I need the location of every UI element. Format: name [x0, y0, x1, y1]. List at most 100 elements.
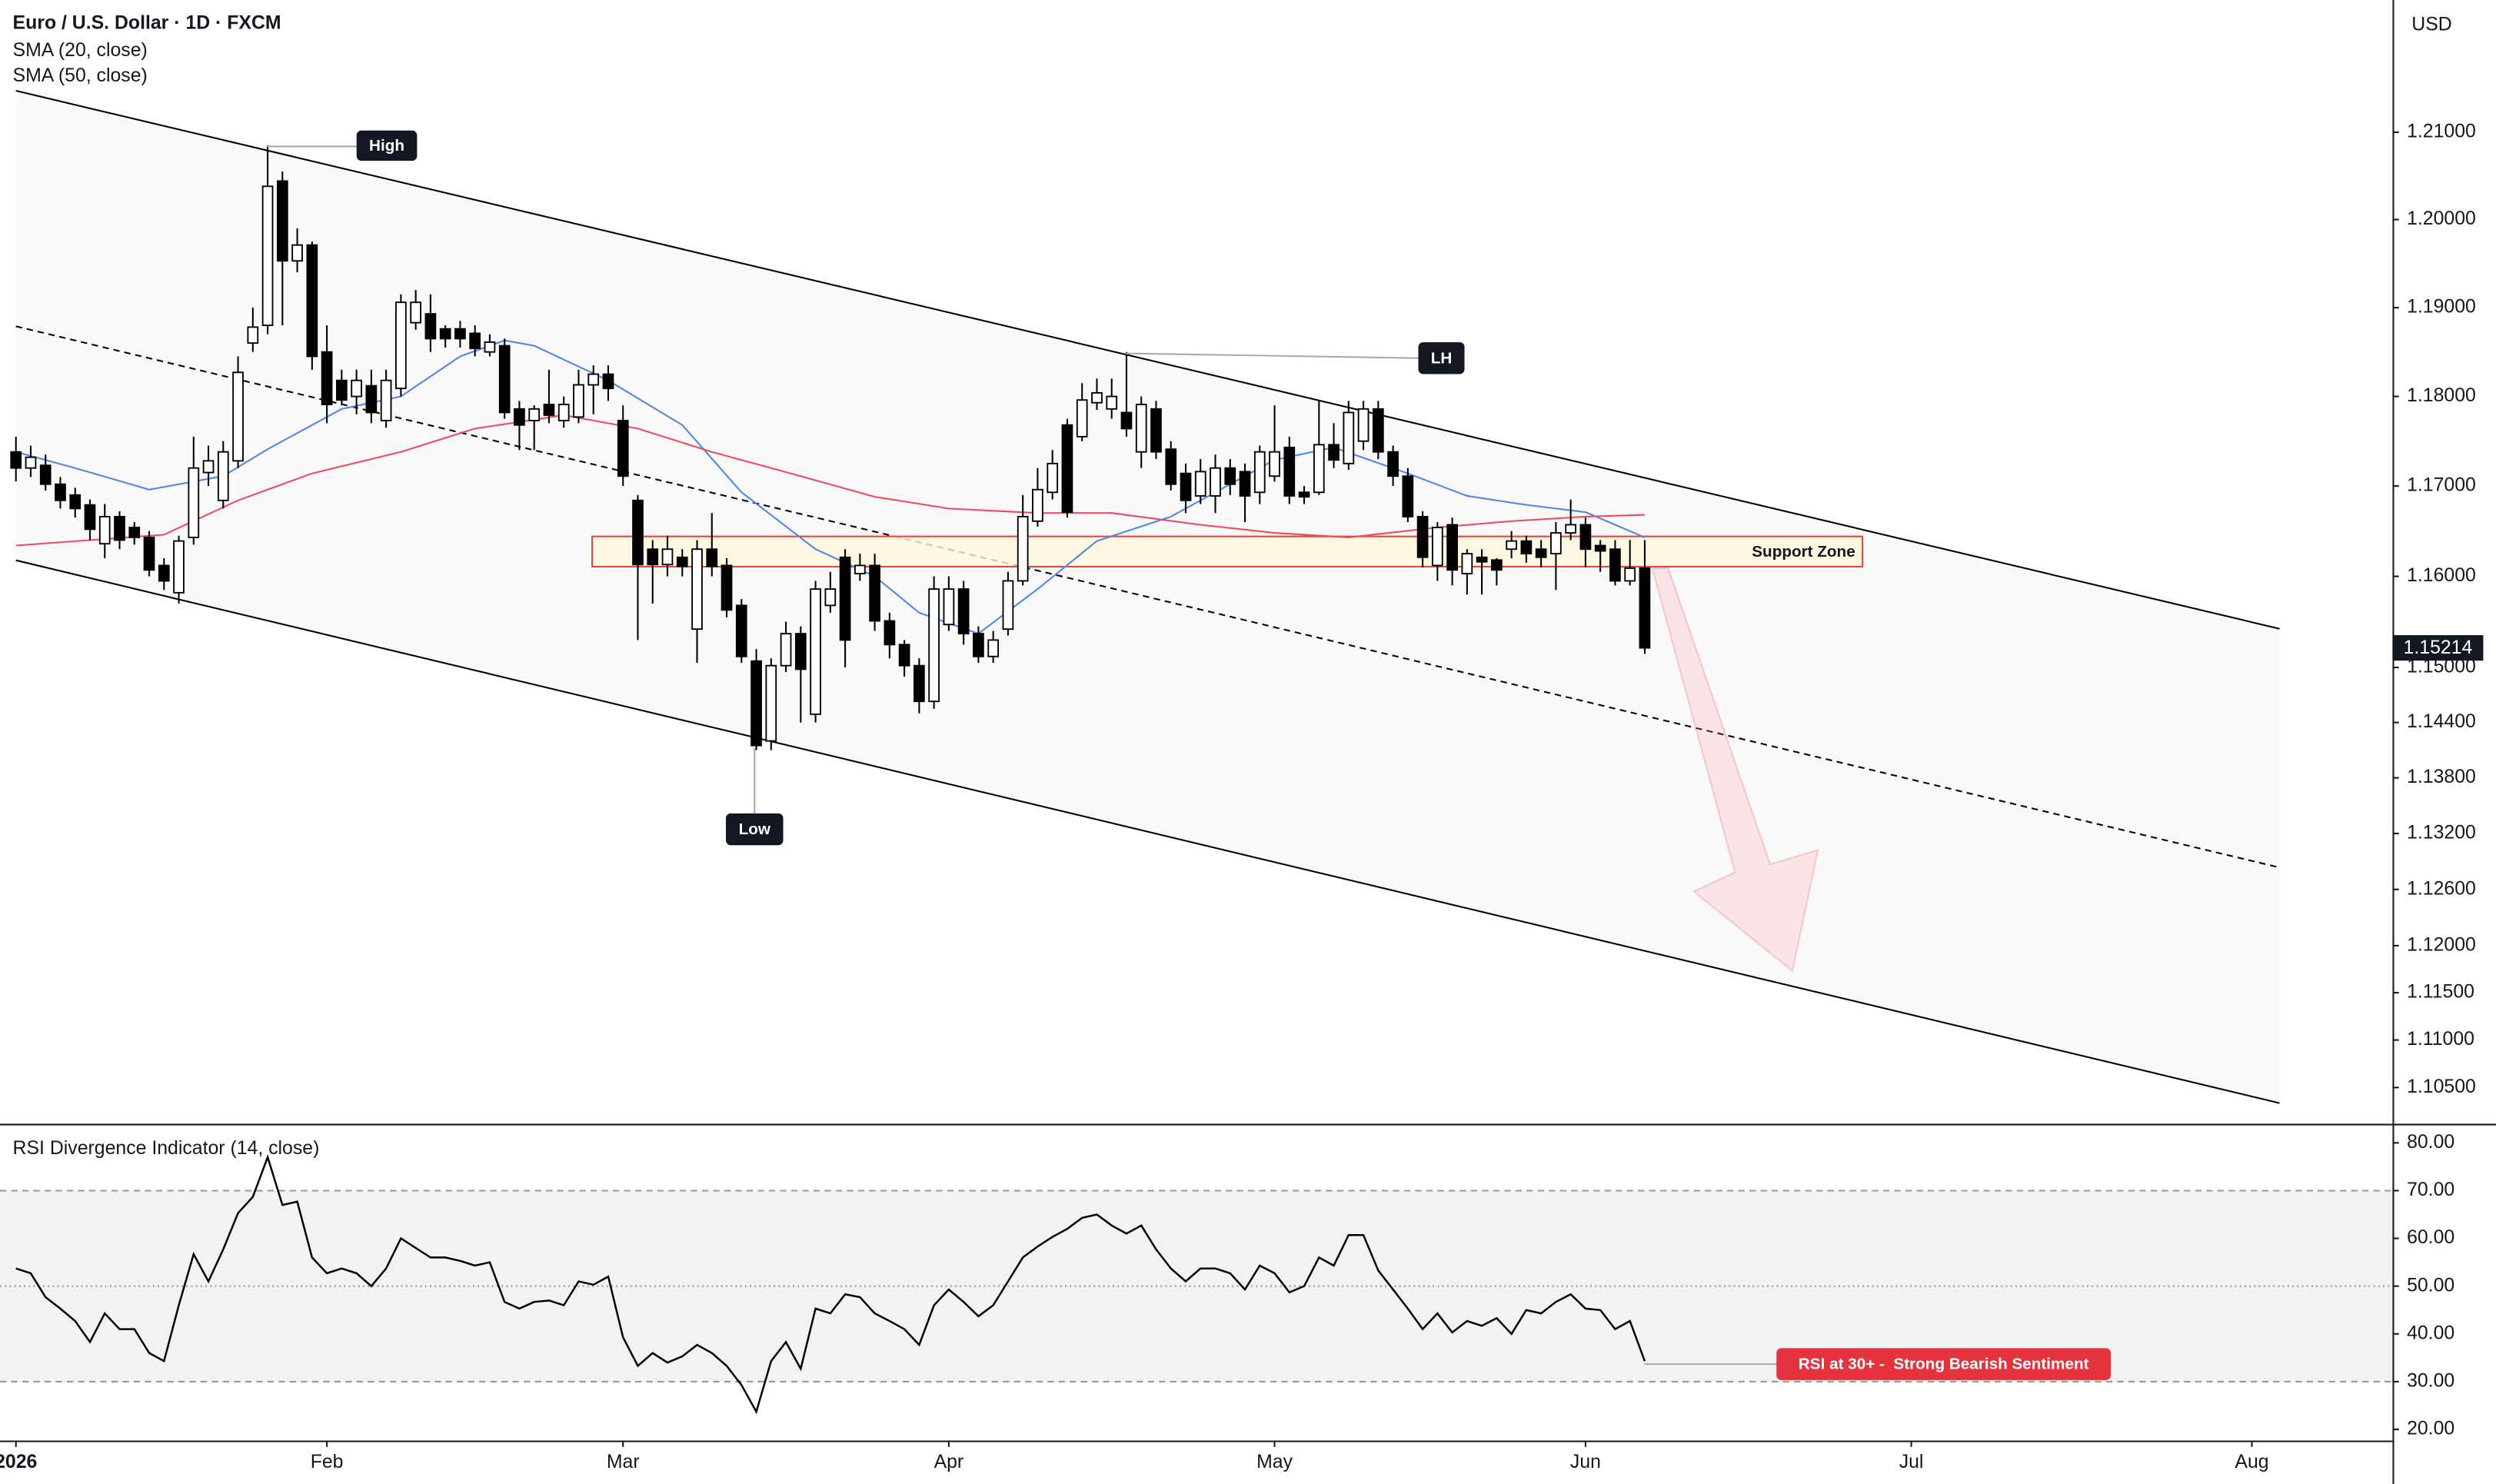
rsi-title: RSI Divergence Indicator (14, close) [13, 1138, 320, 1159]
candle-body [454, 328, 466, 340]
candle-body [25, 456, 37, 469]
candle-body [10, 451, 22, 469]
candle-body [98, 515, 111, 545]
chart-title: Euro / U.S. Dollar · 1D · FXCM [13, 13, 281, 34]
x-tick-label: Feb [311, 1452, 344, 1472]
candle-body [587, 373, 600, 386]
candle-body [557, 404, 570, 421]
candle-body [632, 499, 644, 566]
candle-body [810, 588, 821, 715]
candle-body [1091, 392, 1103, 404]
candle-body [1194, 471, 1206, 497]
candle-body [1210, 467, 1221, 497]
candle-body [1180, 472, 1192, 501]
bearish-arrow [1651, 567, 1819, 973]
legend-entry: SMA (20, close) [13, 40, 148, 61]
candle-body [869, 564, 880, 622]
y-tick-label: 80.00 [2407, 1132, 2454, 1153]
candle-body [380, 379, 392, 421]
y-tick-label: 1.10500 [2407, 1076, 2476, 1097]
x-tick-label: Jun [1570, 1452, 1601, 1472]
candle-body [898, 644, 910, 667]
candle-body [291, 244, 303, 262]
candle-body [943, 588, 955, 626]
candle-body [1076, 399, 1088, 438]
candle-body [1343, 411, 1355, 464]
y-tick-label: 1.19000 [2407, 297, 2476, 318]
candle-body [884, 620, 896, 646]
candle-body [1061, 424, 1073, 513]
last-price-tag [2392, 635, 2484, 661]
candle-body [321, 351, 333, 405]
candle-body [1165, 448, 1177, 485]
candle-body [928, 588, 940, 703]
candle-body [469, 332, 481, 350]
candle-body [1639, 567, 1651, 649]
candle-body [691, 548, 703, 631]
x-tick-label: Mar [607, 1452, 640, 1472]
candle-body [914, 664, 925, 703]
rsi-tag [1776, 1348, 2112, 1380]
x-tick-label: Apr [934, 1452, 964, 1472]
high-tag [356, 130, 418, 161]
candle-body [765, 664, 777, 742]
last-price-label: 1.15214 [2404, 637, 2473, 658]
candle-body [1328, 444, 1340, 461]
candle-body [794, 633, 807, 670]
candle-body [439, 328, 451, 340]
candle-body [114, 515, 125, 541]
candle-body [839, 556, 851, 641]
candle-body [1535, 548, 1547, 558]
candle-body [1506, 540, 1518, 551]
candle-body [276, 180, 288, 262]
y-tick-label: 1.12600 [2407, 878, 2476, 899]
y-tick-label: 1.21000 [2407, 121, 2476, 142]
channel-mid [15, 325, 2280, 869]
candle-body [1432, 527, 1443, 567]
candle-body [661, 548, 674, 566]
candle-body [676, 556, 688, 567]
candle-body [39, 464, 52, 485]
candle-body [217, 451, 229, 501]
y-tick-label: 40.00 [2407, 1323, 2454, 1343]
candle-body [824, 588, 837, 607]
candle-body [336, 379, 348, 401]
candle-body [1239, 471, 1251, 497]
support-zone [591, 535, 1864, 568]
candle-body [706, 548, 718, 567]
candle-body [1402, 475, 1414, 517]
candle-body [306, 244, 318, 358]
candle-body [395, 301, 407, 390]
y-tick-label: 50.00 [2407, 1275, 2454, 1296]
candle-body [55, 483, 66, 501]
legend-entry: SMA (50, close) [13, 65, 148, 86]
candle-body [1550, 532, 1562, 555]
candle-body [1624, 567, 1636, 582]
lh-leader [1125, 352, 1419, 359]
rsi-note: RSI at 30+ - Strong Bearish Sentiment [1799, 1356, 2089, 1373]
marks [0, 145, 2393, 1415]
candle-body [1253, 451, 1266, 494]
y-tick-label: 1.16000 [2407, 565, 2476, 586]
candle-body [261, 185, 274, 327]
lh-tag [1418, 342, 1465, 374]
candle-body [498, 344, 511, 414]
candle-body [69, 494, 82, 510]
candle-body [1372, 408, 1384, 453]
x-tick-label: Jul [1899, 1452, 1924, 1472]
candle-body [202, 460, 215, 474]
y-tick-label: 1.17000 [2407, 475, 2476, 496]
candle-body [1002, 580, 1014, 631]
candle-body [735, 604, 747, 657]
y-tick-label: 1.14400 [2407, 711, 2476, 732]
high-label: High [369, 137, 404, 155]
candle-body [543, 404, 555, 416]
y-tick-label: 30.00 [2407, 1370, 2454, 1391]
candle-body [617, 420, 629, 477]
candle-body [1047, 462, 1059, 494]
candle-body [1461, 553, 1473, 574]
y-tick-label: 1.18000 [2407, 385, 2476, 406]
candle-body [647, 548, 659, 566]
